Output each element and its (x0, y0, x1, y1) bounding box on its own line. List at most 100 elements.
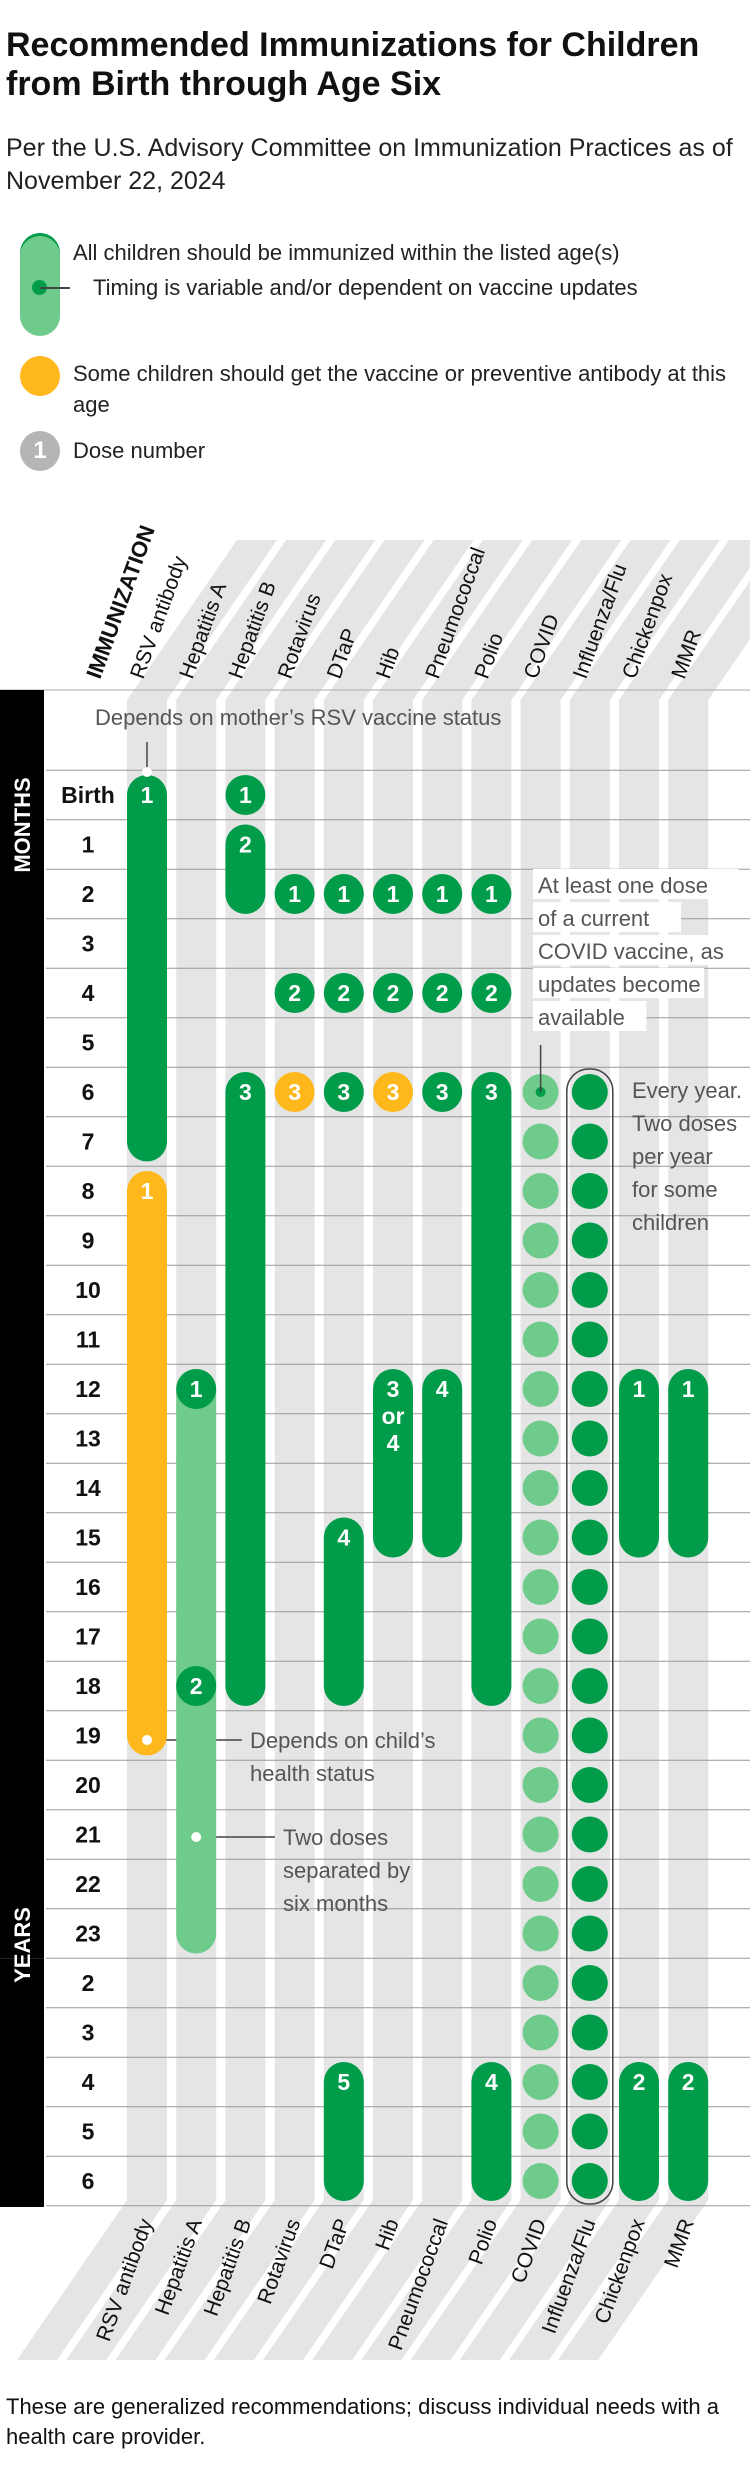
dose-number: 2 (288, 980, 301, 1006)
flu-dot (571, 1222, 608, 1259)
annotation-bg (533, 869, 739, 899)
covid-dot (522, 1272, 559, 1308)
dose-number: 4 (337, 1525, 350, 1551)
column-stripe-bottom (213, 2200, 364, 2360)
row-label: 6 (82, 2168, 95, 2194)
column-stripe-top (323, 540, 474, 700)
dose-bar (373, 973, 413, 1013)
annotation-text: Depends on child’s (250, 1728, 436, 1753)
covid-dot (522, 1470, 559, 1506)
dose-number: 1 (633, 1376, 646, 1402)
row-label: Birth (61, 782, 115, 808)
row-label: 22 (75, 1871, 101, 1897)
dose-number: 2 (682, 2069, 695, 2095)
dose-bar (323, 874, 364, 914)
flu-dot (571, 1816, 608, 1853)
covid-dot (522, 2163, 559, 2199)
covid-dot (522, 1717, 559, 1754)
flu-dot (571, 1074, 608, 1110)
dose-bar (422, 973, 463, 1013)
flu-bracket (566, 1068, 614, 2205)
dose-bar (422, 874, 463, 914)
dose-bar (422, 1369, 463, 1558)
dose-number: 1 (682, 1376, 695, 1402)
column-stripe-bottom (263, 2200, 413, 2360)
covid-dot (522, 2113, 559, 2150)
annotation-dot (142, 1735, 152, 1745)
dose-bar (619, 2062, 659, 2201)
dose-bar (619, 1369, 659, 1558)
annotation-text: At least one dose (538, 873, 708, 898)
flu-dot (571, 2163, 608, 2199)
annotation-text: available (538, 1005, 625, 1030)
row-label: 4 (82, 980, 95, 1006)
page-subtitle: Per the U.S. Advisory Committee on Immun… (6, 134, 733, 195)
column-stripe-bottom (164, 2200, 315, 2360)
dose-bar (225, 1072, 266, 1706)
dose-bar (274, 973, 315, 1013)
covid-dot (522, 1420, 559, 1457)
dose-bar (176, 1369, 217, 1954)
row-label: 14 (75, 1475, 101, 1501)
covid-dot (522, 1321, 559, 1358)
dose-bar (323, 973, 364, 1013)
flu-dot (571, 1371, 608, 1407)
column-stripe-top (225, 540, 376, 700)
dose-number: 3 (239, 1079, 252, 1105)
legend-label-required: All children should be immunized within … (73, 240, 620, 265)
dose-number: 2 (436, 980, 449, 1006)
dose-number: 3 (436, 1079, 449, 1105)
flu-dot (571, 2014, 608, 2051)
legend-swatch-some (20, 356, 60, 396)
row-label: 9 (82, 1228, 95, 1254)
row-label: 19 (75, 1723, 101, 1749)
covid-dot (522, 1173, 559, 1209)
covid-dot (522, 1123, 559, 1160)
annotation-bg (533, 935, 739, 965)
row-label: 2 (82, 881, 95, 907)
flu-dot (571, 1123, 608, 1160)
section-label: MONTHS (10, 777, 35, 872)
covid-dot (522, 1569, 559, 1605)
flu-dot (571, 1767, 608, 1803)
annotation-text: per year (632, 1144, 713, 1169)
column-stripe-top (569, 540, 720, 700)
dose-number: 2 (633, 2069, 646, 2095)
column-stripe-bottom (410, 2200, 561, 2360)
flu-dot (571, 1519, 608, 1556)
annotation-bg (533, 902, 681, 932)
dose-bar (668, 1369, 709, 1558)
row-label: 8 (82, 1178, 95, 1204)
dose-number: 3 (337, 1079, 350, 1105)
covid-dot (522, 2014, 559, 2051)
dose-number: 4 (436, 1376, 449, 1402)
row-label: 18 (75, 1673, 101, 1699)
annotation-dot (142, 767, 152, 777)
footnote: These are generalized recommendations; d… (6, 2394, 719, 2449)
annotation-text: of a current (538, 906, 649, 931)
flu-dot (571, 1668, 608, 1704)
row-label: 3 (82, 2020, 95, 2046)
column-stripe-bottom (17, 2200, 167, 2360)
dose-number: 1 (387, 881, 400, 907)
dose-bar (373, 1072, 413, 1112)
dose-bar (176, 1666, 217, 1706)
annotation-text: for some (632, 1177, 718, 1202)
dose-number: 2 (337, 980, 350, 1006)
column-stripe-top (127, 540, 277, 700)
covid-dot (522, 1222, 559, 1259)
dose-number: 3 (288, 1079, 301, 1105)
covid-dot (522, 1668, 559, 1704)
covid-dot (522, 1915, 559, 1952)
row-label: 23 (75, 1921, 101, 1947)
dose-number: 2 (239, 832, 252, 858)
dose-bar (127, 775, 167, 1162)
dose-bar (471, 973, 512, 1013)
page-title: Recommended Immunizations for Children f… (6, 26, 700, 103)
column-stripe-top (373, 540, 523, 700)
dose-number: 2 (485, 980, 498, 1006)
flu-dot (571, 1569, 608, 1605)
legend-swatch-variable-line (40, 287, 70, 289)
dose-bar (323, 1072, 364, 1112)
